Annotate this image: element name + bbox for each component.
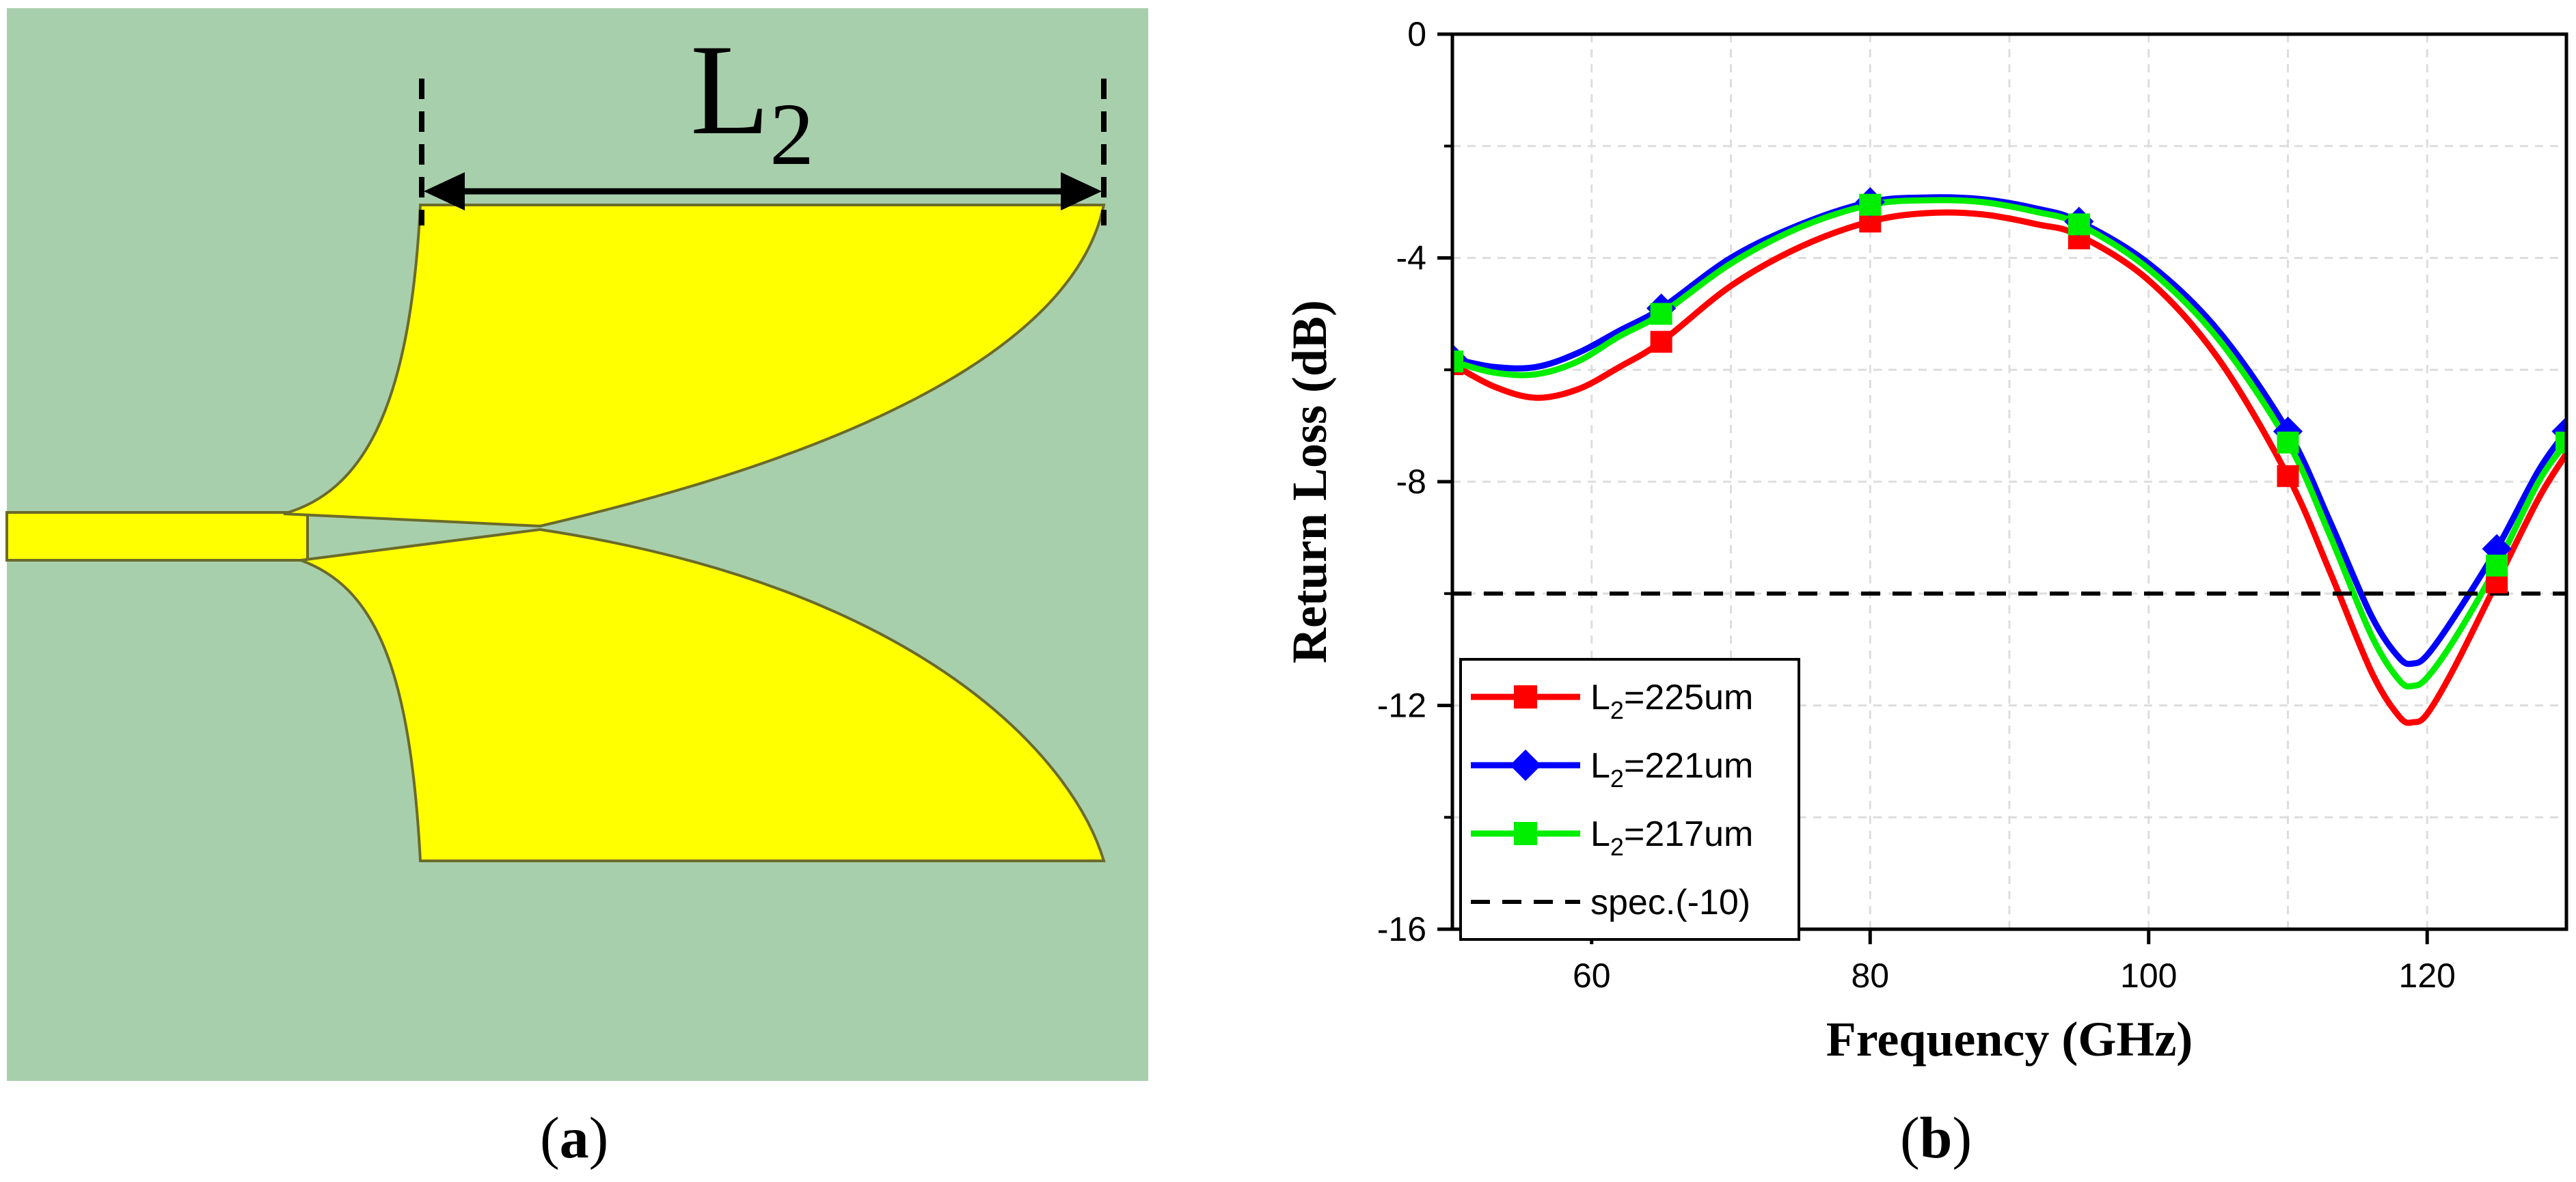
y-tick-label: -8 (1396, 463, 1426, 501)
x-tick-label: 60 (1573, 957, 1611, 995)
series-marker-2 (2067, 213, 2090, 236)
series-marker-2 (1650, 303, 1672, 325)
series-marker-2 (2555, 431, 2566, 454)
axes: 60 80 100 120 0 -4 -8 -12 -16 (1377, 15, 2456, 995)
series-marker-0 (2277, 465, 2299, 487)
y-tick-label: -12 (1377, 687, 1426, 725)
dimension-arrowhead-right (1061, 172, 1102, 210)
return-loss-chart: 60 80 100 120 0 -4 -8 -12 -16 Frequency (GHz) Re… (1282, 15, 2568, 1067)
legend-label: L2=221um (1590, 746, 1753, 793)
series-line-1 (1452, 194, 2566, 668)
legend-marker (1510, 750, 1541, 781)
upper-flare (283, 204, 1106, 528)
dimension-label: L2 (690, 18, 814, 184)
series-marker-0 (1650, 331, 1672, 353)
x-tick-label: 80 (1851, 957, 1889, 995)
panel-a-drawing: L2 (5, 8, 1148, 1081)
legend-label: L2=225um (1590, 678, 1753, 724)
y-axis-title: Return Loss (dB) (1282, 300, 1337, 663)
series-marker-2 (1452, 350, 1463, 372)
panel-b-caption: (b) (1900, 1105, 1972, 1170)
x-axis-title: Frequency (GHz) (1826, 1012, 2193, 1067)
legend-marker (1514, 822, 1537, 845)
series-marker-2 (2486, 554, 2508, 577)
series-line-2 (1452, 197, 2566, 690)
dimension-arrowhead-left (424, 172, 465, 210)
legend-label: L2=217um (1590, 814, 1753, 861)
y-tick-label: 0 (1407, 15, 1426, 53)
y-tick-label: -4 (1396, 239, 1426, 277)
series-marker-2 (2277, 431, 2299, 454)
x-tick-label: 100 (2120, 957, 2177, 995)
lower-flare (300, 527, 1106, 862)
legend: L2=225um L2=221um L2=217um spec.(-10) (1459, 658, 1800, 941)
legend-marker (1514, 685, 1537, 709)
series-line-0 (1452, 209, 2566, 726)
feed-line (5, 511, 309, 562)
legend-label: spec.(-10) (1590, 883, 1750, 922)
series-layer (1452, 187, 2566, 726)
y-tick-label: -16 (1377, 910, 1426, 948)
x-tick-label: 120 (2399, 957, 2456, 995)
series-marker-2 (1859, 193, 1882, 216)
panel-a-caption: (a) (540, 1105, 609, 1170)
